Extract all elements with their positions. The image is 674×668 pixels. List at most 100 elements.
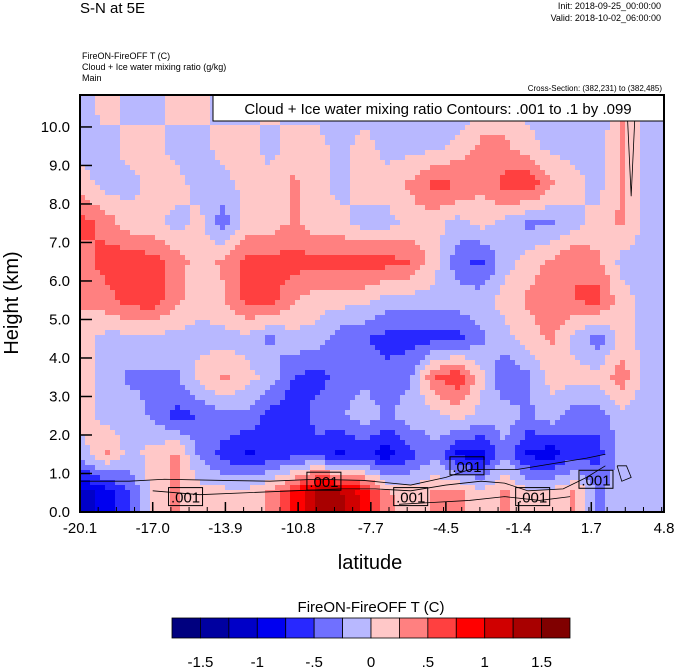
field-cell — [635, 140, 641, 146]
field-cell — [225, 290, 231, 296]
field-cell — [640, 190, 646, 196]
field-cell — [115, 170, 121, 176]
field-cell — [300, 200, 306, 206]
field-cell — [295, 220, 301, 226]
field-cell — [470, 215, 476, 221]
field-cell — [100, 140, 106, 146]
field-cell — [570, 240, 576, 246]
field-cell — [570, 125, 576, 131]
field-cell — [105, 250, 111, 256]
field-cell — [530, 130, 536, 136]
field-cell — [655, 175, 661, 181]
field-cell — [450, 160, 456, 166]
field-cell — [305, 240, 311, 246]
field-cell — [315, 160, 321, 166]
field-cell — [655, 215, 661, 221]
field-cell — [465, 190, 471, 196]
field-cell — [580, 130, 586, 136]
field-cell — [380, 260, 386, 266]
field-cell — [170, 125, 176, 131]
field-cell — [140, 110, 146, 116]
field-cell — [330, 160, 336, 166]
field-cell — [200, 210, 206, 216]
field-cell — [125, 175, 131, 181]
field-cell — [85, 175, 91, 181]
field-cell — [255, 235, 261, 241]
field-cell — [105, 210, 111, 216]
field-cell — [170, 235, 176, 241]
field-cell — [285, 125, 291, 131]
field-cell — [140, 175, 146, 181]
field-cell — [155, 105, 161, 111]
field-cell — [540, 175, 546, 181]
field-cell — [350, 280, 356, 286]
field-cell — [125, 180, 131, 186]
field-cell — [520, 165, 526, 171]
field-cell — [435, 270, 441, 276]
field-cell — [225, 120, 231, 126]
field-cell — [205, 180, 211, 186]
field-cell — [470, 295, 476, 301]
field-cell — [460, 280, 466, 286]
field-cell — [220, 195, 226, 201]
field-cell — [215, 195, 221, 201]
field-cell — [230, 155, 236, 161]
field-cell — [200, 300, 206, 306]
field-cell — [150, 200, 156, 206]
field-cell — [450, 265, 456, 271]
field-cell — [390, 245, 396, 251]
field-cell — [525, 215, 531, 221]
field-cell — [105, 240, 111, 246]
field-cell — [140, 200, 146, 206]
field-cell — [110, 210, 116, 216]
field-cell — [270, 255, 276, 261]
field-cell — [245, 215, 251, 221]
field-cell — [170, 195, 176, 201]
field-cell — [460, 290, 466, 296]
field-cell — [85, 170, 91, 176]
field-cell — [365, 140, 371, 146]
field-cell — [440, 250, 446, 256]
field-cell — [235, 235, 241, 241]
field-cell — [275, 255, 281, 261]
field-cell — [180, 130, 186, 136]
field-cell — [140, 245, 146, 251]
field-cell — [630, 195, 636, 201]
field-cell — [580, 155, 586, 161]
field-cell — [115, 255, 121, 261]
field-cell — [460, 165, 466, 171]
field-cell — [405, 155, 411, 161]
field-cell — [590, 185, 596, 191]
field-cell — [260, 125, 266, 131]
field-cell — [485, 190, 491, 196]
field-cell — [155, 160, 161, 166]
field-cell — [130, 195, 136, 201]
field-cell — [175, 195, 181, 201]
field-cell — [155, 285, 161, 291]
field-cell — [115, 100, 121, 106]
field-cell — [610, 165, 616, 171]
field-cell — [380, 240, 386, 246]
field-cell — [130, 245, 136, 251]
field-cell — [165, 230, 171, 236]
field-cell — [380, 180, 386, 186]
field-cell — [410, 260, 416, 266]
field-cell — [155, 150, 161, 156]
field-cell — [285, 120, 291, 126]
field-cell — [530, 160, 536, 166]
field-cell — [280, 175, 286, 181]
field-cell — [550, 300, 556, 306]
field-cell — [145, 100, 151, 106]
field-cell — [80, 230, 86, 236]
field-cell — [225, 160, 231, 166]
field-cell — [540, 275, 546, 281]
field-cell — [560, 205, 566, 211]
field-cell — [175, 265, 181, 271]
field-cell — [515, 265, 521, 271]
field-cell — [605, 200, 611, 206]
field-cell — [190, 130, 196, 136]
field-cell — [300, 180, 306, 186]
field-cell — [490, 195, 496, 201]
field-cell — [420, 260, 426, 266]
field-cell — [205, 110, 211, 116]
